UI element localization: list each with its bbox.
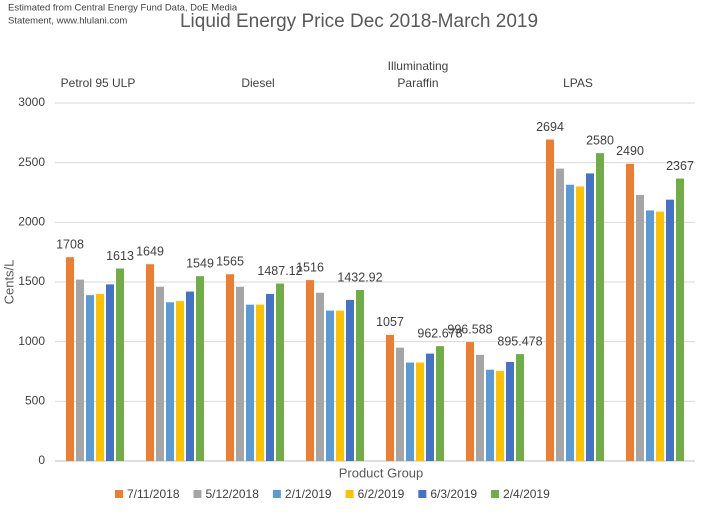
bar: [626, 163, 634, 462]
bar: [356, 290, 364, 461]
bar: [256, 304, 264, 461]
group-label: Paraffin: [397, 76, 438, 90]
data-label: 895.478: [497, 334, 542, 348]
bar: [306, 280, 314, 461]
bar: [646, 210, 654, 461]
bar: [236, 286, 244, 461]
bar: [426, 353, 434, 461]
data-label: 1708: [56, 237, 84, 251]
data-label: 1565: [216, 255, 244, 269]
group-label: Petrol 95 ULP: [61, 76, 136, 90]
bar: [86, 295, 94, 461]
y-tick-label: 3000: [18, 95, 45, 109]
bar: [66, 257, 74, 461]
group-label: Diesel: [241, 76, 274, 90]
bar: [486, 369, 494, 461]
y-tick-label: 1500: [18, 274, 45, 288]
bar: [396, 347, 404, 461]
legend-swatch: [345, 490, 354, 498]
legend-swatch: [272, 490, 281, 498]
data-label: 1649: [136, 245, 164, 259]
bar: [106, 284, 114, 461]
data-label: 2367: [666, 159, 694, 173]
source-note: Statement, www.hlulani.com: [8, 16, 127, 27]
data-label: 1549: [186, 256, 214, 270]
bar: [276, 283, 284, 461]
group-label: LPAS: [563, 76, 593, 90]
bar: [246, 304, 254, 461]
y-tick-label: 0: [38, 453, 45, 467]
data-label: 1487.12: [257, 264, 302, 278]
bar: [576, 186, 584, 462]
bar: [336, 310, 344, 461]
bar: [176, 301, 184, 461]
bar: [346, 299, 354, 461]
bar: [386, 334, 394, 461]
bar: [226, 274, 234, 461]
bar: [146, 264, 154, 461]
data-label: 1613: [106, 249, 134, 263]
legend-label: 7/11/2018: [127, 487, 180, 501]
legend-swatch: [115, 490, 123, 498]
bar: [186, 291, 194, 461]
bar: [466, 342, 474, 461]
data-label: 1516: [296, 260, 324, 274]
legend-label: 6/2/2019: [358, 487, 405, 501]
bar: [96, 293, 104, 461]
bar: [316, 292, 324, 461]
bar: [166, 302, 174, 461]
y-axis-label: Cents/L: [1, 260, 16, 305]
bar: [636, 194, 644, 462]
legend-label: 5/12/2018: [206, 487, 260, 501]
data-label: 2490: [616, 144, 644, 158]
bar: [436, 346, 444, 461]
group-label: Illuminating: [388, 59, 449, 73]
bar: [266, 293, 274, 461]
legend-swatch: [193, 490, 202, 498]
data-label: 1057: [376, 315, 404, 329]
bar: [596, 153, 604, 461]
bar: [326, 310, 334, 461]
bar: [546, 139, 554, 462]
bar: [556, 168, 564, 461]
data-label: 1432.92: [337, 270, 382, 284]
x-axis-label: Product Group: [339, 465, 424, 480]
bar: [666, 199, 674, 461]
bar: [476, 354, 484, 461]
y-tick-label: 2000: [18, 215, 45, 229]
y-tick-label: 500: [25, 394, 45, 408]
legend-swatch: [418, 490, 427, 498]
legend-label: 2/1/2019: [285, 487, 332, 501]
bar: [586, 173, 594, 461]
bar: [196, 276, 204, 461]
bar: [566, 184, 574, 461]
y-tick-label: 1000: [18, 334, 45, 348]
data-label: 2694: [536, 120, 564, 134]
bar: [116, 268, 124, 461]
bar: [506, 361, 514, 461]
bar: [76, 279, 84, 461]
bar: [676, 178, 684, 461]
data-label: 996.588: [447, 322, 492, 336]
source-note: Estimated from Central Energy Fund Data,…: [8, 3, 238, 14]
y-tick-label: 2500: [18, 155, 45, 169]
legend-label: 2/4/2019: [503, 487, 550, 501]
chart-title: Liquid Energy Price Dec 2018-March 2019: [180, 11, 538, 32]
bar: [156, 286, 164, 461]
legend-swatch: [491, 490, 500, 498]
data-label: 962.678: [417, 326, 462, 340]
bar: [416, 362, 424, 461]
data-label: 2580: [586, 133, 614, 147]
bar: [656, 211, 664, 461]
bar: [516, 354, 524, 461]
bar: [496, 370, 504, 461]
legend-label: 6/3/2019: [430, 487, 477, 501]
bar: [406, 362, 414, 461]
